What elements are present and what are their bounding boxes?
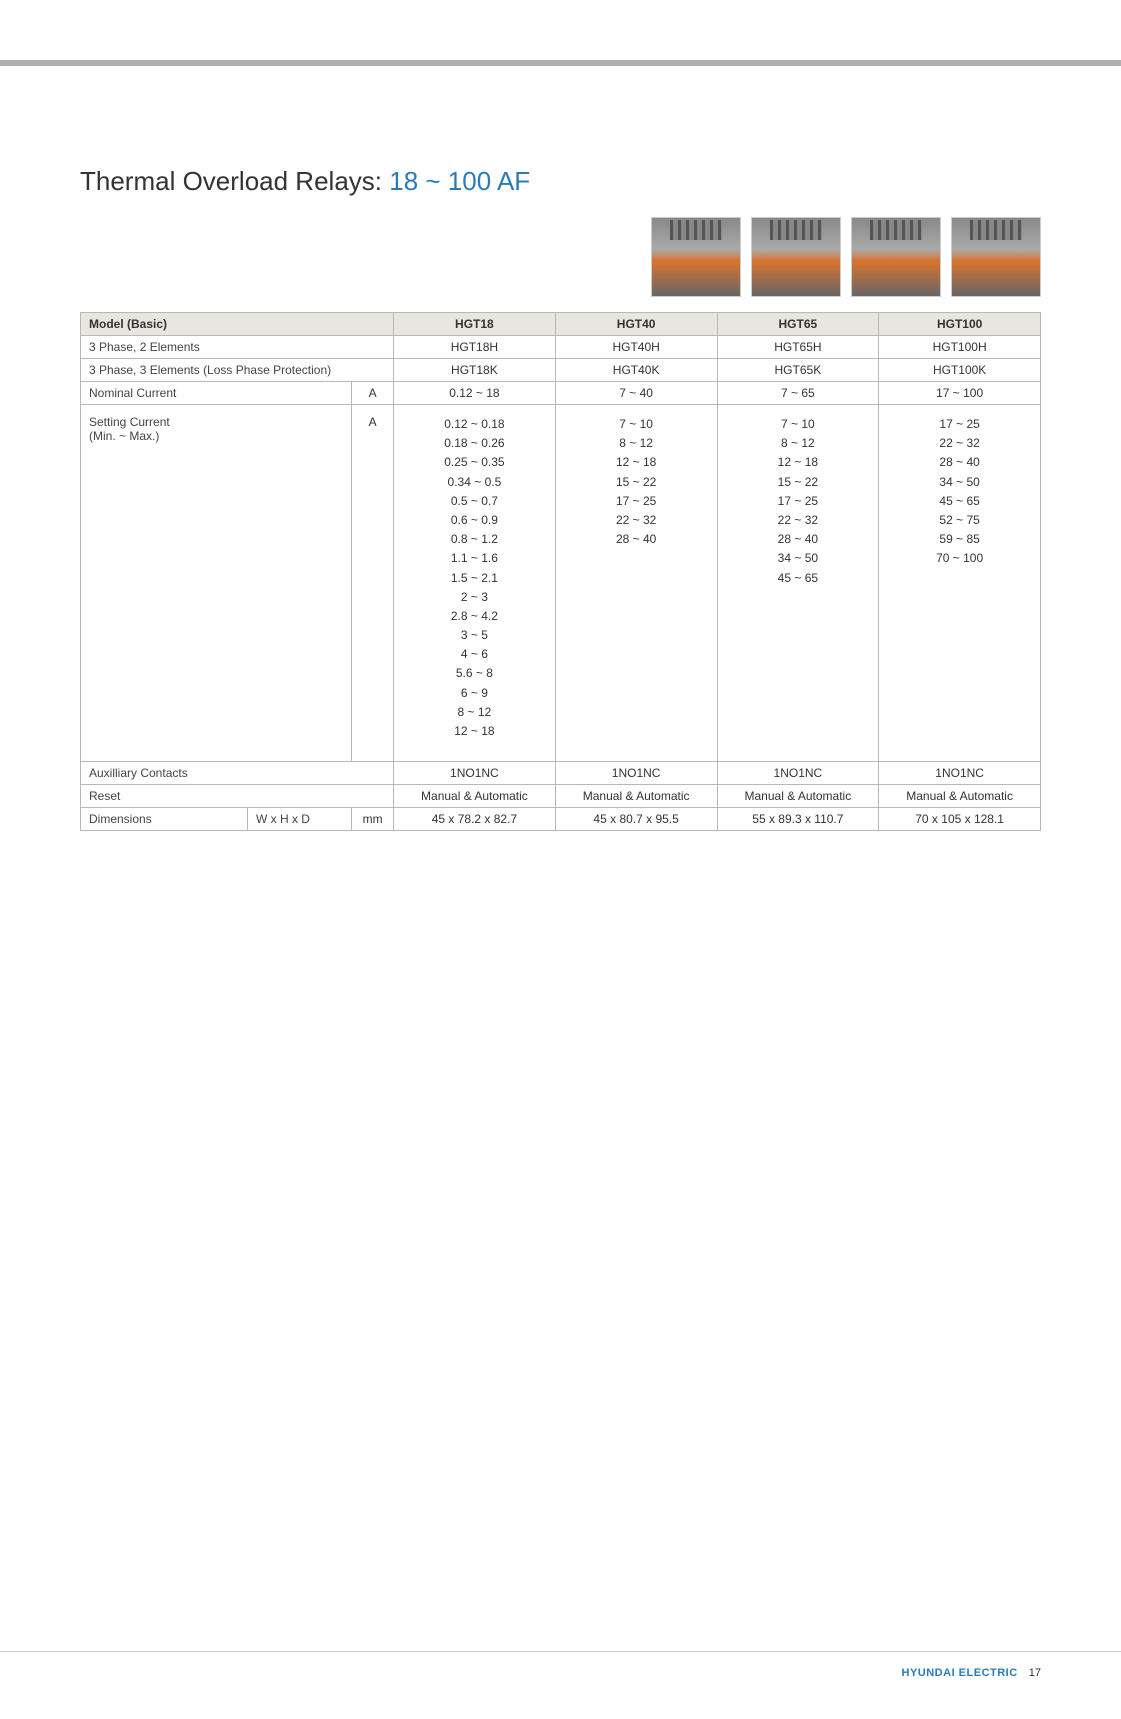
nominal-unit: A [352, 382, 394, 405]
cell: 45 x 80.7 x 95.5 [555, 808, 717, 831]
dim-sub: W x H x D [247, 808, 351, 831]
cell: HGT18K [394, 359, 556, 382]
cell: 70 x 105 x 128.1 [879, 808, 1041, 831]
cell: 17 ~ 100 [879, 382, 1041, 405]
setting-hgt18: 0.12 ~ 0.18 0.18 ~ 0.26 0.25 ~ 0.35 0.34… [394, 405, 556, 762]
table-row: Auxilliary Contacts 1NO1NC 1NO1NC 1NO1NC… [81, 762, 1041, 785]
table-row: Dimensions W x H x D mm 45 x 78.2 x 82.7… [81, 808, 1041, 831]
cell: 1NO1NC [555, 762, 717, 785]
col-hgt40: HGT40 [555, 313, 717, 336]
cell: Manual & Automatic [394, 785, 556, 808]
cell: HGT18H [394, 336, 556, 359]
cell: 1NO1NC [717, 762, 879, 785]
setting-hgt65: 7 ~ 10 8 ~ 12 12 ~ 18 15 ~ 22 17 ~ 25 22… [717, 405, 879, 762]
table-row: Nominal Current A 0.12 ~ 18 7 ~ 40 7 ~ 6… [81, 382, 1041, 405]
setting-label: Setting Current (Min. ~ Max.) [81, 405, 352, 762]
product-image-hgt40 [751, 217, 841, 297]
cell: HGT40K [555, 359, 717, 382]
cell: 45 x 78.2 x 82.7 [394, 808, 556, 831]
cell: Manual & Automatic [555, 785, 717, 808]
title-range: 18 ~ 100 AF [389, 166, 530, 196]
title-prefix: Thermal Overload Relays: [80, 166, 389, 196]
cell: HGT65H [717, 336, 879, 359]
cell: 7 ~ 40 [555, 382, 717, 405]
phase2-label: 3 Phase, 2 Elements [81, 336, 394, 359]
dim-label: Dimensions [81, 808, 248, 831]
dim-unit: mm [352, 808, 394, 831]
setting-hgt40: 7 ~ 10 8 ~ 12 12 ~ 18 15 ~ 22 17 ~ 25 22… [555, 405, 717, 762]
cell: HGT100K [879, 359, 1041, 382]
cell: HGT40H [555, 336, 717, 359]
page-footer: HYUNDAI ELECTRIC 17 [0, 1651, 1121, 1719]
table-row: Reset Manual & Automatic Manual & Automa… [81, 785, 1041, 808]
table-header-row: Model (Basic) HGT18 HGT40 HGT65 HGT100 [81, 313, 1041, 336]
page-content: Thermal Overload Relays: 18 ~ 100 AF Mod… [0, 66, 1121, 871]
table-row: 3 Phase, 3 Elements (Loss Phase Protecti… [81, 359, 1041, 382]
footer-brand: HYUNDAI ELECTRIC [902, 1667, 1018, 1679]
cell: 7 ~ 65 [717, 382, 879, 405]
product-image-row [80, 217, 1041, 297]
page-title: Thermal Overload Relays: 18 ~ 100 AF [80, 166, 1041, 197]
cell: 1NO1NC [879, 762, 1041, 785]
reset-label: Reset [81, 785, 394, 808]
footer-page-number: 17 [1029, 1667, 1041, 1679]
model-basic-label: Model (Basic) [81, 313, 394, 336]
setting-unit: A [352, 405, 394, 762]
product-image-hgt18 [651, 217, 741, 297]
table-row: Setting Current (Min. ~ Max.) A 0.12 ~ 0… [81, 405, 1041, 762]
col-hgt65: HGT65 [717, 313, 879, 336]
cell: Manual & Automatic [717, 785, 879, 808]
phase3-label: 3 Phase, 3 Elements (Loss Phase Protecti… [81, 359, 394, 382]
table-row: 3 Phase, 2 Elements HGT18H HGT40H HGT65H… [81, 336, 1041, 359]
cell: 1NO1NC [394, 762, 556, 785]
aux-label: Auxilliary Contacts [81, 762, 394, 785]
setting-hgt100: 17 ~ 25 22 ~ 32 28 ~ 40 34 ~ 50 45 ~ 65 … [879, 405, 1041, 762]
col-hgt18: HGT18 [394, 313, 556, 336]
cell: Manual & Automatic [879, 785, 1041, 808]
spec-table: Model (Basic) HGT18 HGT40 HGT65 HGT100 3… [80, 312, 1041, 831]
cell: 55 x 89.3 x 110.7 [717, 808, 879, 831]
nominal-label: Nominal Current [81, 382, 352, 405]
cell: HGT65K [717, 359, 879, 382]
cell: 0.12 ~ 18 [394, 382, 556, 405]
cell: HGT100H [879, 336, 1041, 359]
product-image-hgt100 [951, 217, 1041, 297]
col-hgt100: HGT100 [879, 313, 1041, 336]
product-image-hgt65 [851, 217, 941, 297]
